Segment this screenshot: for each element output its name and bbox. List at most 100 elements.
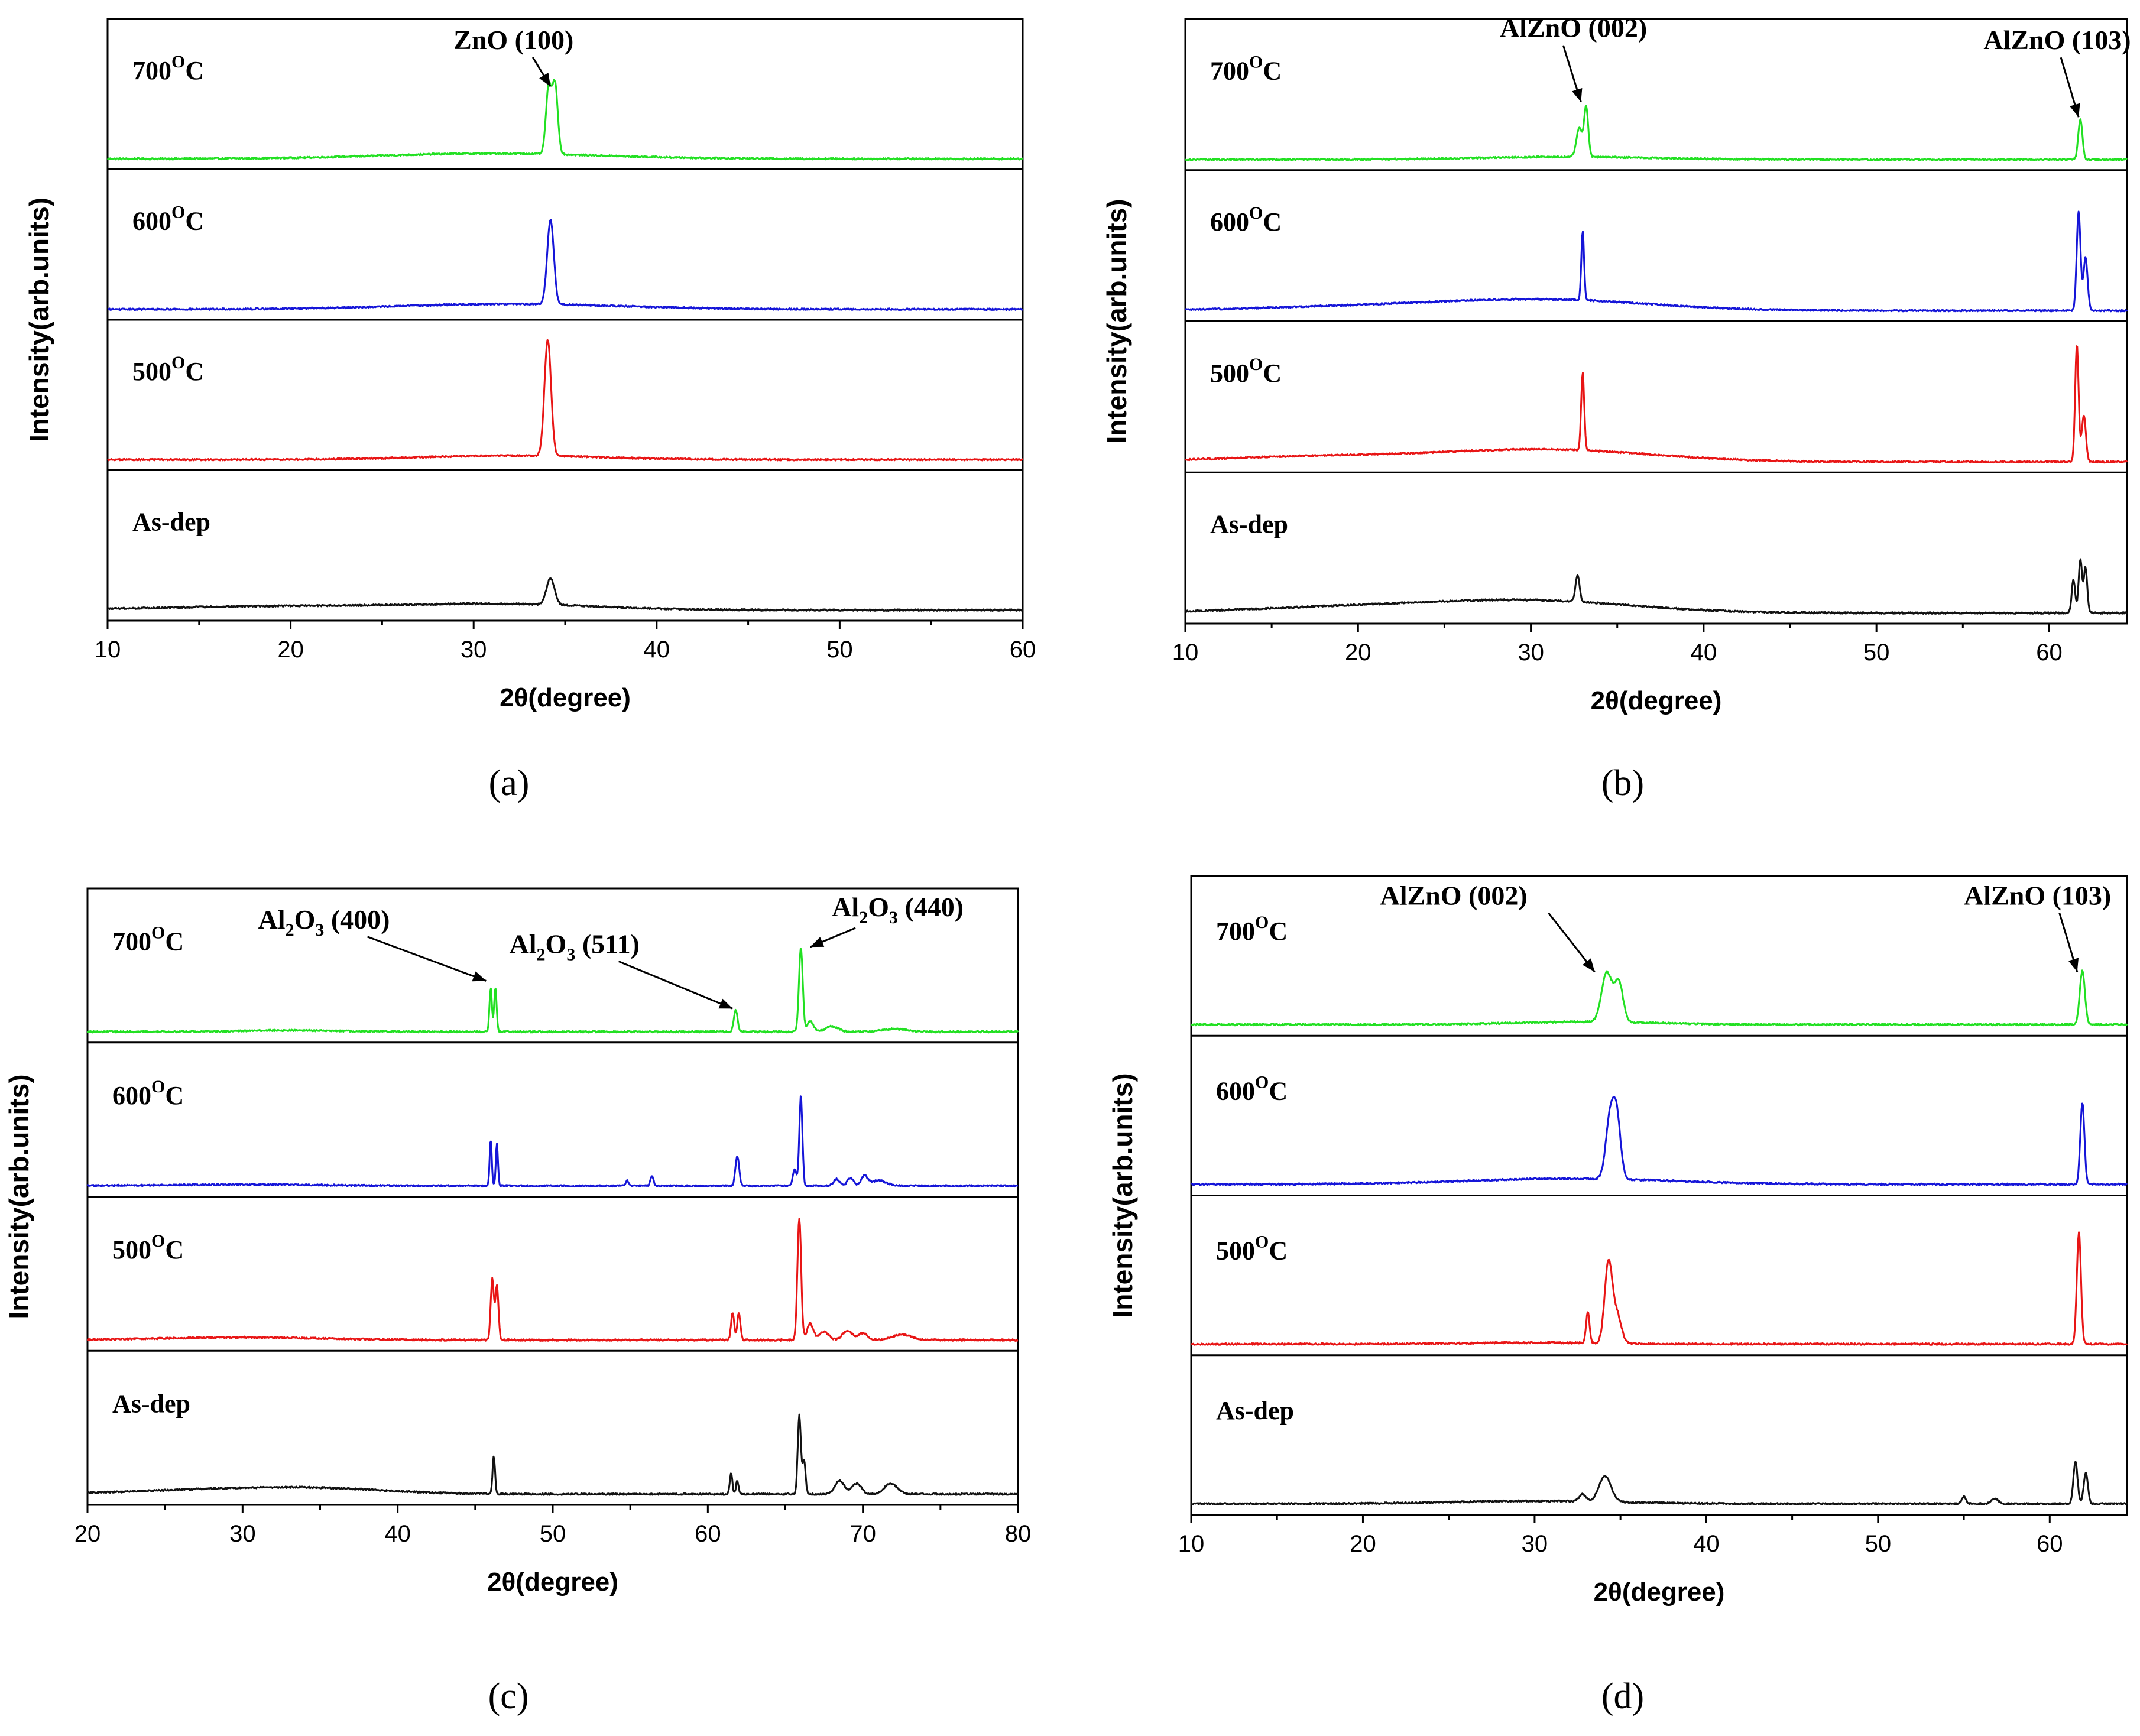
annotation-arrow-head bbox=[472, 971, 487, 982]
series-label: 500OC bbox=[1210, 355, 1282, 388]
y-axis-label: Intensity(arb.units) bbox=[1101, 199, 1132, 443]
series-label: 500OC bbox=[112, 1231, 184, 1264]
series-label-sup: O bbox=[151, 1077, 165, 1096]
x-tick-label: 60 bbox=[2036, 640, 2063, 666]
peak-annotation: AlZnO (103) bbox=[1964, 881, 2111, 911]
panel-b: 700OC 600OC 500OC As-dep AlZnO (002) AlZnO (1… bbox=[1101, 13, 2131, 803]
series-trace-500C bbox=[106, 339, 1023, 462]
annotation-arrow-shaft bbox=[367, 936, 487, 982]
x-tick-label: 60 bbox=[1010, 637, 1036, 663]
annotation-text: (511) bbox=[575, 929, 640, 959]
series-label: 600OC bbox=[132, 202, 204, 235]
annotation-arrow-head bbox=[2068, 958, 2079, 972]
panel-caption: (a) bbox=[489, 763, 530, 803]
series-label: 700OC bbox=[1210, 52, 1282, 85]
annotation-sub: 2 bbox=[286, 920, 294, 940]
panel-c: 700OC 600OC 500OC As-dep Al2O3 (400) Al2O3 (5… bbox=[4, 887, 1032, 1716]
x-tick-label: 50 bbox=[1863, 640, 1890, 666]
x-tick-label: 30 bbox=[461, 637, 487, 663]
series-label: 600OC bbox=[1216, 1072, 1288, 1105]
peak-annotation: ZnO (100) bbox=[453, 25, 573, 55]
series-label: As-dep bbox=[112, 1390, 190, 1419]
series-trace-500C bbox=[86, 1218, 1019, 1342]
series-trace-500C bbox=[1191, 1231, 2128, 1346]
annotation-text: (400) bbox=[324, 904, 390, 934]
series-label-suffix: C bbox=[1263, 359, 1282, 388]
x-tick-label: 40 bbox=[384, 1521, 411, 1547]
annotation-arrow-head bbox=[1582, 958, 1595, 972]
series-label-sup: O bbox=[1249, 203, 1263, 223]
series-label: As-dep bbox=[1216, 1396, 1294, 1425]
x-tick-label: 80 bbox=[1005, 1521, 1032, 1547]
annotation-arrow-shaft bbox=[618, 961, 733, 1010]
series-label: As-dep bbox=[132, 507, 210, 536]
series-trace-700C bbox=[86, 948, 1019, 1034]
annotation-text: (440) bbox=[898, 892, 964, 922]
x-axis-label: 2θ(degree) bbox=[1591, 686, 1722, 715]
annotation-arrow-head bbox=[810, 937, 825, 948]
series-label-suffix: C bbox=[1269, 1076, 1288, 1105]
series-label: 600OC bbox=[1210, 203, 1282, 236]
x-tick-label: 70 bbox=[849, 1521, 876, 1547]
series-label-suffix: C bbox=[165, 1235, 184, 1264]
series-label: As-dep bbox=[1210, 510, 1288, 539]
x-axis-label: 2θ(degree) bbox=[500, 683, 631, 712]
panel-caption: (d) bbox=[1601, 1676, 1644, 1716]
x-tick-label: 50 bbox=[1865, 1531, 1892, 1557]
x-axis-label: 2θ(degree) bbox=[487, 1568, 618, 1597]
series-label-sup: O bbox=[171, 52, 185, 72]
series-label-suffix: C bbox=[1263, 207, 1282, 236]
y-axis-label: Intensity(arb.units) bbox=[4, 1074, 34, 1319]
y-axis-label: Intensity(arb.units) bbox=[1107, 1073, 1138, 1318]
x-axis-label: 2θ(degree) bbox=[1594, 1578, 1725, 1607]
x-tick-label: 10 bbox=[95, 637, 121, 663]
x-tick-label: 40 bbox=[644, 637, 670, 663]
series-trace-600C bbox=[1185, 210, 2128, 313]
series-label: 700OC bbox=[132, 52, 204, 85]
x-tick-label: 50 bbox=[540, 1521, 566, 1547]
series-label-suffix: C bbox=[165, 1081, 184, 1110]
peak-annotation: AlZnO (002) bbox=[1500, 13, 1647, 43]
panel-caption: (b) bbox=[1601, 763, 1644, 803]
x-tick-label: 60 bbox=[2037, 1531, 2063, 1557]
series-label-sup: O bbox=[1249, 355, 1263, 374]
panel-a: 700OC 600OC 500OC As-dep ZnO (100) 10 20 30 40 50… bbox=[24, 18, 1036, 803]
series-trace-600C bbox=[107, 219, 1023, 311]
annotation-sub: 3 bbox=[566, 945, 575, 965]
panel-caption: (c) bbox=[488, 1676, 529, 1716]
series-label-suffix: C bbox=[185, 206, 204, 235]
series-label-sup: O bbox=[151, 923, 165, 942]
x-tick-label: 10 bbox=[1178, 1531, 1205, 1557]
peak-annotation: AlZnO (002) bbox=[1380, 881, 1528, 911]
annotation-arrow-head bbox=[539, 73, 551, 87]
annotation-text: O bbox=[294, 904, 316, 934]
x-tick-label: 10 bbox=[1172, 640, 1199, 666]
series-trace-As-dep bbox=[87, 1413, 1019, 1496]
series-trace-700C bbox=[1184, 105, 2128, 161]
x-tick-label: 50 bbox=[826, 637, 853, 663]
panel-d: 700OC 600OC 500OC As-dep AlZnO (002) AlZnO (1… bbox=[1107, 875, 2128, 1716]
x-tick-label: 20 bbox=[1345, 640, 1371, 666]
annotation-arrow-head bbox=[2070, 103, 2080, 118]
annotation-sub: 2 bbox=[537, 945, 546, 965]
series-trace-500C bbox=[1184, 345, 2128, 464]
series-label-suffix: C bbox=[1263, 56, 1282, 85]
x-tick-label: 30 bbox=[229, 1521, 256, 1547]
annotation-text: O bbox=[868, 892, 889, 922]
series-label-sup: O bbox=[1255, 1072, 1269, 1092]
annotation-text: O bbox=[546, 929, 567, 959]
x-tick-label: 30 bbox=[1518, 640, 1544, 666]
peak-annotation: AlZnO (103) bbox=[1983, 25, 2131, 55]
series-label: 700OC bbox=[1216, 913, 1288, 946]
series-label-sup: O bbox=[171, 353, 185, 372]
x-tick-label: 60 bbox=[695, 1521, 721, 1547]
x-tick-label: 20 bbox=[1350, 1531, 1376, 1557]
series-label-suffix: C bbox=[165, 927, 184, 956]
peak-annotation: Al2O3 (400) bbox=[258, 904, 390, 940]
x-tick-label: 20 bbox=[74, 1521, 101, 1547]
x-tick-label: 30 bbox=[1522, 1531, 1548, 1557]
series-label-suffix: C bbox=[185, 56, 204, 85]
series-trace-As-dep bbox=[1190, 1461, 2128, 1505]
series-label-sup: O bbox=[1255, 1232, 1269, 1252]
series-label-suffix: C bbox=[1269, 917, 1288, 946]
